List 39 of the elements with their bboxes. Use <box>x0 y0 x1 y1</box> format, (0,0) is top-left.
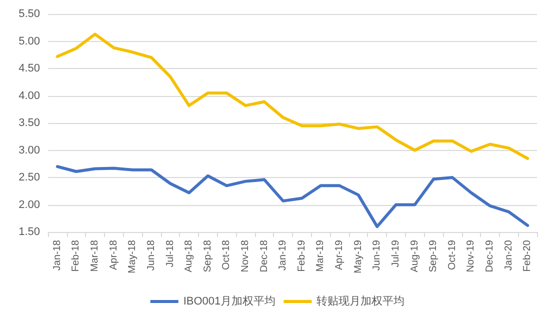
x-tick-label: May-19 <box>352 240 364 274</box>
y-tick-label: 3.50 <box>18 117 40 129</box>
y-tick-label: 5.50 <box>18 8 40 20</box>
x-tick-label: Oct-19 <box>446 240 458 270</box>
line-series <box>56 32 530 160</box>
line-series <box>56 165 530 228</box>
x-tick-label: Jul-18 <box>164 240 176 268</box>
y-tick-label: 3.00 <box>18 144 40 156</box>
y-tick-label: 4.50 <box>18 62 40 74</box>
x-tick-label: Mar-18 <box>90 240 101 272</box>
x-tick-label: Nov-18 <box>240 240 251 272</box>
x-tick-label: Jun-19 <box>372 240 383 271</box>
y-tick-label: 4.00 <box>18 90 40 102</box>
x-tick-label: Feb-19 <box>296 240 308 272</box>
legend-label: IBO001月加权平均 <box>183 294 276 308</box>
legend-label: 转贴现月加权平均 <box>316 294 405 308</box>
x-tick-label: Aug-18 <box>184 240 195 272</box>
x-tick-label: Jan-19 <box>278 240 289 271</box>
x-tick-label: Nov-19 <box>466 240 477 272</box>
x-tick-label: Dec-18 <box>258 240 270 272</box>
y-tick-label: 2.50 <box>18 172 40 184</box>
y-tick-label: 2.00 <box>18 198 40 211</box>
x-tick-label: Jan-18 <box>52 240 63 271</box>
x-tick-label: Sep-18 <box>202 240 214 272</box>
x-tick-label: May-18 <box>127 240 138 274</box>
x-tick-label: Jan-20 <box>503 240 514 271</box>
x-tick-label: Apr-19 <box>334 240 346 270</box>
x-tick-label: Mar-19 <box>315 240 326 272</box>
y-tick-label: 1.50 <box>18 226 40 238</box>
x-tick-label: Apr-18 <box>108 240 120 270</box>
x-tick-label: Jul-19 <box>390 240 402 268</box>
x-tick-label: Jun-18 <box>146 240 157 271</box>
y-tick-label: 5.00 <box>18 35 40 48</box>
x-tick-label: Oct-18 <box>221 240 232 270</box>
x-tick-label: Feb-20 <box>522 240 534 272</box>
x-tick-label: Sep-19 <box>428 240 440 272</box>
x-tick-label: Feb-18 <box>70 240 82 272</box>
x-tick-label: Dec-19 <box>484 240 496 272</box>
x-tick-label: Aug-19 <box>409 240 420 272</box>
